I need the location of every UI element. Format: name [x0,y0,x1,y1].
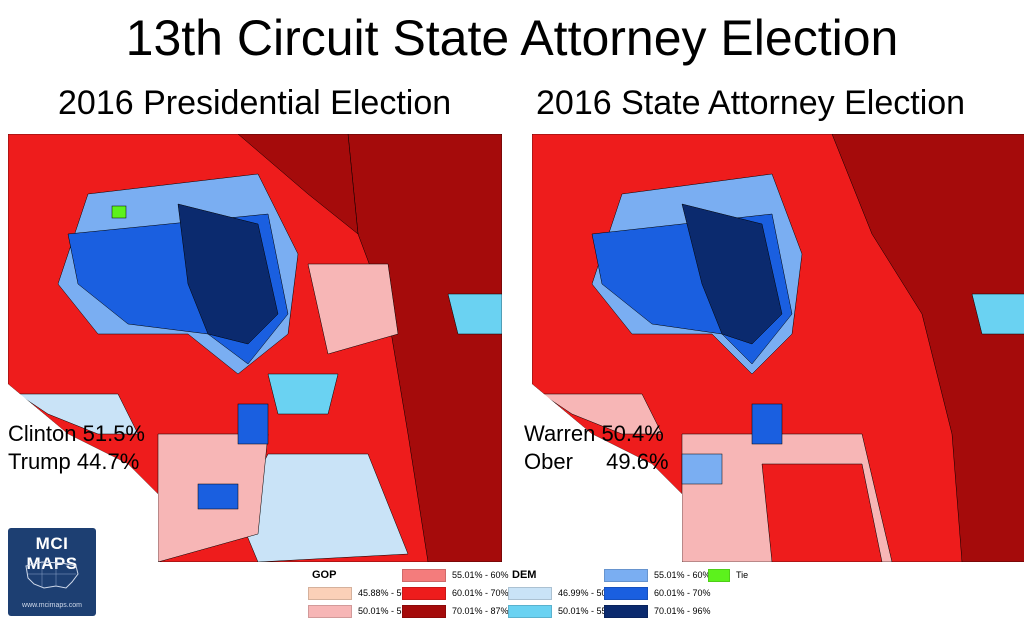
map-region-west-light [17,393,139,435]
candidate-pct: 49.6% [606,449,669,474]
legend-item: 55.01% - 60% [402,568,509,583]
map-region-water [532,384,682,562]
result-row: Warren 50.4% [524,420,669,448]
state-attorney-results: Warren 50.4% Ober 49.6% [524,420,669,476]
candidate-name: Clinton [8,421,77,446]
map-region-navy-core [681,203,783,345]
legend-swatch [402,587,446,601]
map-region-tie [111,205,127,219]
map-region-blue-southwest [681,453,723,485]
legend-label: 50.01% - 55% [558,606,615,616]
legend-swatch [308,605,352,619]
state-attorney-subtitle: 2016 State Attorney Election [536,84,966,122]
result-row: Trump 44.7% [8,448,145,476]
map-region-east-dark [831,134,1024,562]
legend-item: 50.01% - 55% [308,604,415,619]
legend-label: 50.01% - 55% [358,606,415,616]
legend-item: 70.01% - 87% [402,604,509,619]
map-region-cyan-east [447,293,502,335]
legend-item: 50.01% - 55% [508,604,615,619]
legend-item: 45.88% - 50% [308,586,415,601]
map-region-blue-south [751,403,783,445]
legend-swatch [402,605,446,619]
map-region-blue-south [237,403,269,445]
legend-dem-heading: DEM [512,569,537,581]
map-region-south-red [761,463,883,562]
legend-swatch [604,587,648,601]
legend-item: 60.01% - 70% [402,586,509,601]
candidate-pct: 51.5% [82,421,145,446]
map-region-northeast-dark [237,134,359,235]
legend-label: 70.01% - 96% [654,606,711,616]
legend-label: 45.88% - 50% [358,588,415,598]
legend-gop-heading: GOP [312,569,337,581]
legend-label: 55.01% - 60% [452,570,509,580]
mci-maps-logo: MCI MAPS www.mcimaps.com [8,528,96,616]
map-region-west-pink [541,393,663,435]
state-attorney-map [532,134,1024,562]
legend-swatch [604,569,648,583]
map-region-east-dark [347,134,502,562]
logo-title: MCI MAPS [26,534,78,573]
legend-label: 70.01% - 87% [452,606,509,616]
presidential-map [8,134,502,562]
candidate-name: Trump [8,449,71,474]
legend-item-tie: Tie [708,568,749,583]
map-region-navy-core [177,203,279,345]
usa-map-icon [25,561,79,589]
legend-item: 46.99% - 50% [508,586,615,601]
candidate-name: Warren [524,421,596,446]
presidential-subtitle: 2016 Presidential Election [58,84,452,122]
logo-url: www.mcimaps.com [22,602,82,609]
legend-label: 60.01% - 70% [452,588,509,598]
legend-label: 46.99% - 50% [558,588,615,598]
map-region-blue-southwest [197,483,239,510]
main-title: 13th Circuit State Attorney Election [125,10,899,66]
legend-swatch [604,605,648,619]
result-row: Ober 49.6% [524,448,669,476]
map-region-cyan-east [971,293,1024,335]
legend-swatch [308,587,352,601]
legend-swatch [508,605,552,619]
map-region-cyan-mid [267,373,339,415]
candidate-name: Ober [524,449,573,474]
candidate-pct: 50.4% [601,421,664,446]
legend-label: 55.01% - 60% [654,570,711,580]
legend-label: 60.01% - 70% [654,588,711,598]
legend-item: 70.01% - 96% [604,604,711,619]
map-region-pink-east [307,263,399,355]
legend-swatch [402,569,446,583]
legend-swatch [508,587,552,601]
legend-item: 60.01% - 70% [604,586,711,601]
result-row: Clinton 51.5% [8,420,145,448]
map-region-water [8,384,158,562]
candidate-pct: 44.7% [76,449,140,474]
legend-label: Tie [736,570,749,580]
legend-item: 55.01% - 60% [604,568,711,583]
presidential-results: Clinton 51.5% Trump 44.7% [8,420,145,476]
legend-swatch [708,569,730,583]
